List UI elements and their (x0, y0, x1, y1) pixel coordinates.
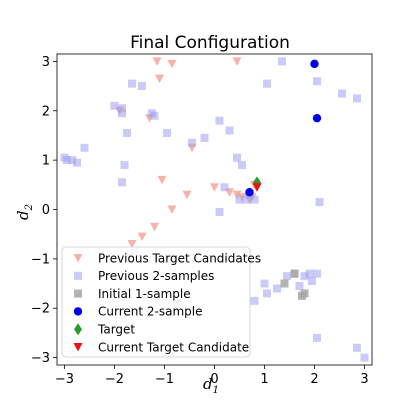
previous-2-samples-point (250, 296, 259, 305)
previous-target-candidates-legend-label: Previous Target Candidates (98, 251, 261, 265)
previous-2-samples-point (313, 333, 321, 342)
initial-1-sample-legend-label: Initial 1-sample (98, 287, 191, 301)
previous-2-samples-point (118, 109, 126, 118)
previous-2-samples-point (263, 289, 271, 298)
current-2-sample-legend-marker (73, 307, 83, 316)
previous-target-candidates-point (150, 222, 159, 232)
plot-area (60, 57, 369, 362)
current-target-candidate-legend-label: Current Target Candidate (98, 340, 249, 354)
current-target-candidate-legend-marker (73, 343, 83, 352)
target-legend-label: Target (97, 323, 135, 337)
x-tick-label: −2 (105, 372, 124, 387)
previous-target-candidates-legend-marker (73, 254, 83, 263)
previous-2-samples-point (110, 101, 119, 110)
previous-target-candidates-point (232, 57, 242, 66)
previous-2-samples-point (233, 153, 241, 162)
x-tick-label: 1 (260, 372, 268, 387)
previous-target-candidates-point (167, 205, 177, 214)
previous-2-samples-point (278, 57, 286, 66)
previous-2-samples-point (138, 82, 146, 91)
previous-target-candidates-point (232, 190, 242, 200)
initial-1-sample-point (290, 269, 299, 278)
previous-2-samples-point (305, 269, 314, 278)
previous-2-samples-point (238, 161, 246, 170)
previous-2-samples-point (283, 272, 291, 281)
previous-2-samples-legend-marker (74, 271, 82, 280)
previous-target-candidates-point (155, 74, 164, 84)
legend: Previous Target Candidates Previous 2-sam… (61, 246, 261, 358)
y-axis-label: d2 (14, 204, 35, 220)
y-tick-label: 2 (42, 104, 50, 119)
previous-2-samples-point (215, 116, 224, 125)
previous-2-samples-point (118, 178, 126, 187)
previous-2-samples-point (220, 183, 229, 192)
legend-box (61, 246, 251, 358)
y-tick-label: −1 (31, 252, 50, 267)
previous-2-samples-point (250, 195, 259, 204)
previous-target-candidates-point (152, 57, 162, 66)
y-tick-label: 1 (42, 154, 50, 169)
previous-2-samples-point (120, 161, 129, 170)
x-tick-label: −1 (155, 372, 174, 387)
current-target-candidate-point (252, 183, 262, 192)
previous-2-samples-point (260, 279, 269, 288)
previous-2-samples-point (225, 126, 234, 135)
previous-2-samples-point (150, 111, 159, 120)
previous-2-samples-point (163, 128, 171, 137)
previous-target-candidates-point (137, 232, 147, 242)
previous-2-samples-point (128, 79, 136, 88)
previous-2-samples-point (300, 272, 309, 281)
previous-target-candidates-point (157, 175, 167, 185)
previous-2-samples-point (353, 94, 361, 103)
previous-target-candidates-point (210, 183, 219, 192)
previous-2-samples-point (188, 138, 196, 147)
y-tick-label: 3 (42, 55, 50, 70)
current-2-sample-point (245, 188, 254, 197)
chart-title: Final Configuration (130, 33, 290, 53)
x-axis-label-subscript: 1 (213, 385, 219, 396)
initial-1-sample-point (300, 289, 309, 298)
previous-2-samples-point (68, 156, 76, 165)
previous-2-samples-point (338, 89, 346, 98)
previous-2-samples-point (295, 282, 304, 291)
x-tick-label: 2 (310, 372, 318, 387)
x-tick-label: −3 (55, 372, 74, 387)
target-legend-marker (74, 323, 82, 336)
x-tick-label: 3 (360, 372, 368, 387)
previous-2-samples-point (73, 158, 81, 167)
current-2-sample-point (310, 59, 319, 69)
previous-2-samples-point (313, 77, 321, 86)
y-axis-label-subscript: 2 (24, 204, 35, 211)
previous-target-candidates-point (182, 190, 192, 200)
y-tick-label: −2 (31, 302, 50, 317)
previous-target-candidates-point (167, 59, 177, 69)
initial-1-sample-legend-marker (74, 289, 82, 298)
current-2-sample-legend-label: Current 2-sample (98, 305, 202, 319)
previous-2-samples-point (308, 277, 316, 286)
previous-2-samples-point (360, 353, 369, 362)
previous-2-samples-point (313, 269, 321, 278)
previous-2-samples-point (63, 156, 71, 165)
previous-2-samples-legend-label: Previous 2-samples (98, 269, 214, 283)
initial-1-sample-point (280, 279, 289, 288)
x-axis-label: d1 (203, 375, 219, 396)
current-2-sample-point (312, 113, 322, 123)
y-tick-label: −3 (31, 351, 50, 366)
x-tick-label: 0 (210, 372, 218, 387)
previous-2-samples-point (118, 104, 126, 113)
previous-2-samples-point (263, 79, 271, 88)
previous-2-samples-point (80, 143, 89, 152)
axis-ticks: −3 −2 −1 0 1 2 3 −3 −2 −1 0 1 2 3 (31, 55, 369, 387)
previous-2-samples-point (200, 133, 209, 142)
y-tick-label: 0 (42, 203, 50, 218)
previous-target-candidates-point (127, 240, 137, 249)
previous-2-samples-point (235, 195, 244, 204)
previous-2-samples-point (123, 128, 131, 137)
previous-2-samples-point (243, 195, 251, 204)
previous-2-samples-point (353, 343, 361, 352)
previous-2-samples-point (315, 198, 324, 207)
previous-2-samples-point (215, 207, 224, 216)
previous-2-samples-point (273, 284, 281, 293)
